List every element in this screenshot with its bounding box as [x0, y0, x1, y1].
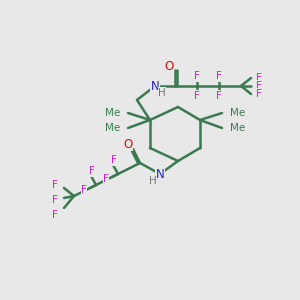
Text: N: N	[156, 167, 164, 181]
Text: F: F	[103, 174, 109, 184]
Text: F: F	[81, 185, 87, 195]
Text: O: O	[164, 59, 174, 73]
Text: F: F	[194, 71, 200, 81]
Text: Me: Me	[230, 108, 245, 118]
Text: F: F	[216, 71, 222, 81]
Text: N: N	[151, 80, 159, 92]
Text: F: F	[256, 73, 262, 83]
Text: F: F	[194, 91, 200, 101]
Text: Me: Me	[230, 123, 245, 133]
Text: Me: Me	[105, 108, 120, 118]
Text: F: F	[52, 210, 58, 220]
Text: O: O	[123, 137, 133, 151]
Text: H: H	[149, 176, 157, 186]
Text: F: F	[111, 155, 117, 165]
Text: Me: Me	[105, 123, 120, 133]
Text: H: H	[158, 88, 166, 98]
Text: F: F	[216, 91, 222, 101]
Text: F: F	[52, 180, 58, 190]
Text: F: F	[256, 81, 262, 91]
Text: F: F	[89, 166, 95, 176]
Text: F: F	[52, 195, 58, 205]
Text: F: F	[256, 89, 262, 99]
